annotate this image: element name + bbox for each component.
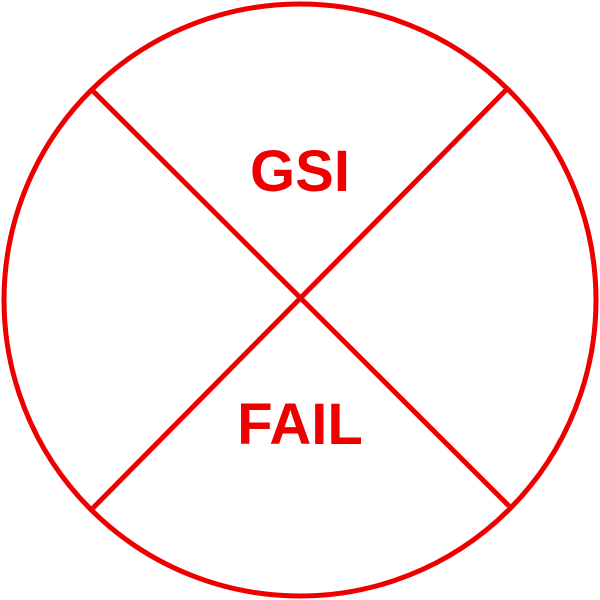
stamp-diagonal-line-2 bbox=[91, 87, 509, 510]
stamp-bottom-label: FAIL bbox=[237, 392, 363, 457]
stamp-top-label: GSI bbox=[250, 139, 350, 204]
